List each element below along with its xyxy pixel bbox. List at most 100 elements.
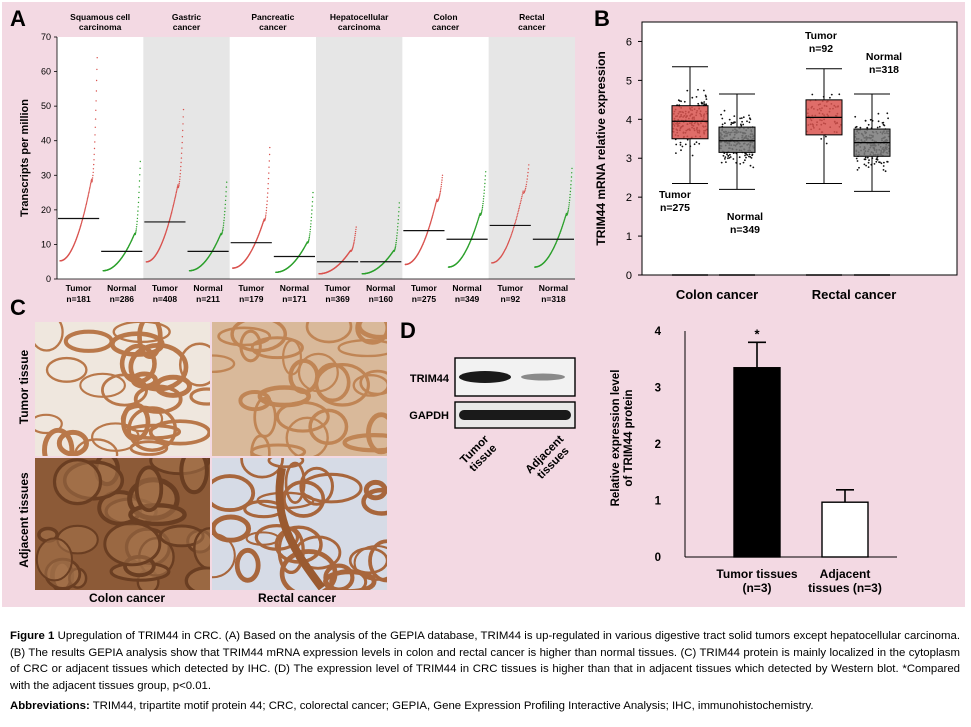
data-point [311,205,313,207]
data-point [859,126,862,129]
data-point [398,211,400,213]
data-point [89,185,91,187]
group-label-colon: Colon cancer [676,287,758,302]
gland-structure [35,537,74,582]
trim44-band-adjacent [521,373,565,381]
gland-structure [359,369,387,396]
data-point [173,200,176,202]
data-point [526,178,528,180]
data-point [517,212,519,215]
data-point [137,206,139,208]
ihc-image-grid [35,322,387,590]
data-point [309,226,312,228]
gapdh-band [459,410,571,420]
gapdh-label: GAPDH [409,410,449,422]
data-point [94,126,97,128]
x-label-tumor: Tumor tissues (n=3) [716,567,797,595]
data-point [353,241,355,243]
data-point [85,206,87,208]
data-point [724,158,726,160]
figure-frame: A 0 10 20 30 40 50 60 70 Transcripts per million… [2,2,965,607]
data-point [511,233,513,235]
y-tick-label: 0 [626,270,632,282]
data-point [394,245,397,247]
data-point [91,180,93,182]
group-label-rectal: Rectal cancer [812,287,897,302]
gland-structure [217,326,272,347]
data-point [484,182,486,185]
data-point [439,192,441,194]
normal-points [188,181,228,272]
normal-points [534,167,573,268]
normal-n-label: Normal n=318 [539,283,568,304]
data-point [175,193,177,195]
data-point [84,208,86,210]
data-point [729,156,732,158]
panel-d-bar-chart: 0 1 2 3 4 Relative expression levelof TRIM44 … [610,326,897,595]
data-point [811,93,814,96]
data-point [865,164,867,167]
data-point [92,168,95,170]
data-point [855,125,858,128]
gland-structure [356,322,387,340]
lane-label-tumor: Tumortissue [458,433,500,475]
data-point [436,198,438,200]
data-point [222,228,224,230]
data-point [883,161,885,164]
data-point [521,194,523,196]
data-point [684,143,687,146]
data-point [434,206,436,208]
data-point [175,194,177,196]
gland-structure [103,521,162,567]
panel-c-letter: C [10,295,26,320]
data-point [353,240,355,242]
data-point [525,183,528,186]
data-point [878,161,880,164]
data-point [172,204,174,207]
caption-text: Upregulation of TRIM44 in CRC. (A) Based… [10,630,961,692]
data-point [675,152,677,155]
data-point [224,207,226,209]
micrograph-tissue [212,458,387,590]
data-point [483,186,486,188]
data-point [519,202,521,205]
data-point [748,114,750,117]
data-point [570,180,572,182]
data-point [724,156,727,159]
colon-normal-label: Normal n=349 [727,211,763,236]
data-point [481,208,483,210]
gland-structure [337,339,387,358]
data-point [92,171,94,174]
data-point [521,196,523,198]
tumor-points [59,57,98,262]
data-point [397,222,399,225]
data-point [677,99,680,102]
tumor-points [404,174,444,266]
data-point [139,167,141,169]
data-point [570,184,572,186]
gland-structure [212,474,256,513]
y-tick-label: 3 [655,383,661,395]
tumor-n-label: Tumor n=92 [497,283,524,304]
data-point [438,195,441,197]
data-point [733,115,736,117]
data-point [680,100,682,103]
data-point [751,154,754,157]
y-tick-label: 6 [626,36,632,48]
tumor-box [671,105,709,140]
gland-structure [212,514,252,543]
data-point [730,123,732,126]
gland-structure [282,480,326,518]
micrograph-tissue [212,322,387,456]
data-point [875,160,878,163]
data-point [179,176,181,178]
data-point [178,185,180,187]
data-point [264,216,267,218]
data-point [170,214,172,216]
data-point [568,206,570,208]
data-point [179,169,182,171]
data-point [92,174,94,177]
ihc-rectal-adjacent [212,458,387,590]
normal-n-label: Normal n=211 [193,283,222,304]
data-point [182,108,185,111]
